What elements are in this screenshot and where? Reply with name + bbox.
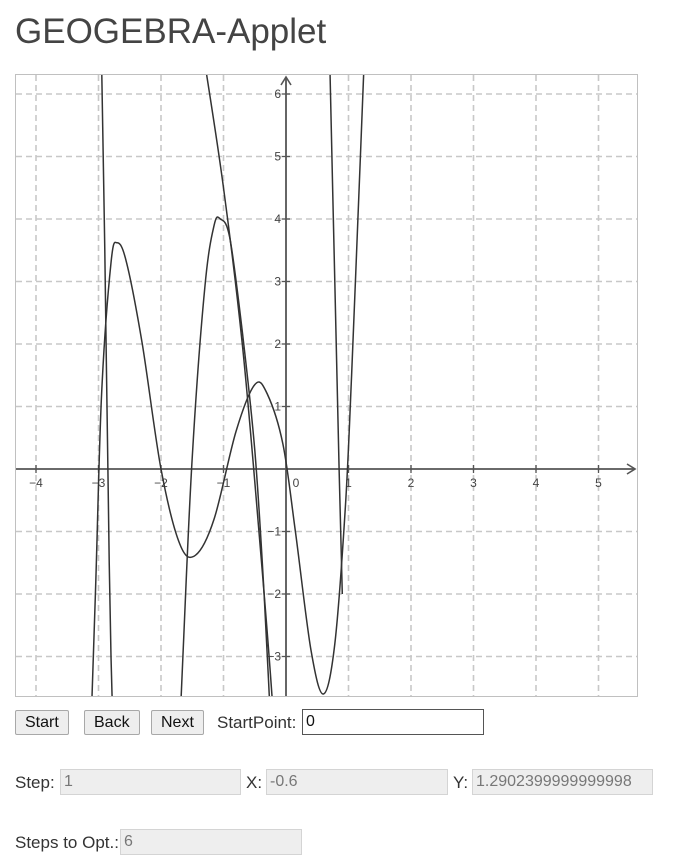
back-button[interactable]: Back: [84, 710, 140, 735]
x-tick-label: 1: [345, 476, 352, 490]
steps-to-opt-field: [120, 829, 302, 855]
startpoint-label: StartPoint:: [217, 713, 297, 732]
step-label: Step:: [15, 773, 55, 792]
geogebra-applet[interactable]: −4 −3 −2 −1 0 1 2 3 4 5 6 5 4 3 2 1 −1 −2 −3: [15, 74, 638, 697]
x-tick-label: 0: [293, 476, 300, 490]
y-tick-label: 4: [274, 212, 281, 226]
y-tick-label: −2: [267, 587, 281, 601]
steps-to-opt-label: Steps to Opt.:: [15, 833, 119, 852]
x-tick-label: 5: [595, 476, 602, 490]
x-field: [266, 769, 448, 795]
x-tick-label: 2: [408, 476, 415, 490]
startpoint-input[interactable]: [302, 709, 484, 735]
y-field: [472, 769, 653, 795]
y-tick-label: 5: [274, 150, 281, 164]
curve-a: [91, 75, 365, 696]
y-tick-label: 3: [274, 275, 281, 289]
curves: [91, 75, 365, 696]
x-tick-label: −4: [29, 476, 43, 490]
y-label: Y:: [453, 773, 469, 792]
y-tick-label: 2: [274, 337, 281, 351]
curve-b: [180, 216, 271, 696]
y-tick-label: −3: [267, 650, 281, 664]
y-tick-label: 6: [274, 87, 281, 101]
y-axis-arrow: [280, 75, 292, 86]
page-title: GEOGEBRA-Applet: [15, 12, 327, 51]
x-tick-label: 4: [533, 476, 540, 490]
start-button[interactable]: Start: [15, 710, 69, 735]
curve-c: [101, 75, 113, 696]
next-button[interactable]: Next: [151, 710, 204, 735]
curve-e: [329, 75, 344, 595]
x-tick-label: −2: [154, 476, 168, 490]
curve-d: [205, 75, 273, 696]
x-axis-arrow: [626, 463, 637, 475]
axes: [16, 75, 637, 696]
x-label: X:: [246, 773, 263, 792]
y-tick-label: 1: [274, 400, 281, 414]
grid: [16, 75, 637, 696]
y-tick-label: −1: [267, 525, 281, 539]
x-tick-label: 3: [470, 476, 477, 490]
step-field: [60, 769, 241, 795]
